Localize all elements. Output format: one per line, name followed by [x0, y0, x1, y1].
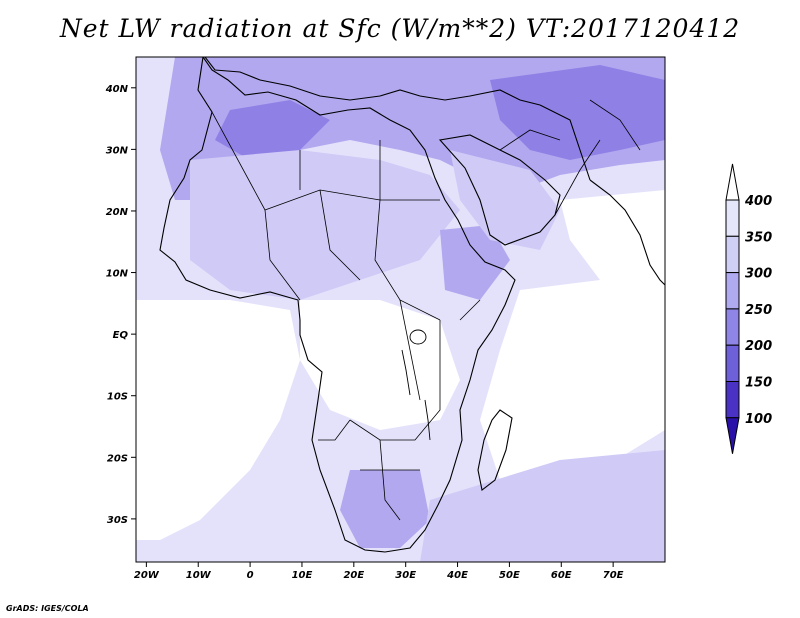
- country-borders: [211, 99, 641, 521]
- x-tick-label: 10E: [292, 570, 313, 581]
- y-tick-label: 10S: [107, 392, 128, 403]
- border-line: [399, 299, 421, 401]
- colorbar: 400 350 300 250 200 150 100: [725, 163, 772, 454]
- field-band-arabia: [450, 150, 560, 250]
- colorbar-label: 350: [745, 230, 772, 245]
- colorbar-extend-bottom: [725, 417, 740, 454]
- field-band-southafrica: [340, 470, 430, 548]
- y-tick-label: 10N: [106, 269, 129, 280]
- europe-coastline: [204, 57, 541, 106]
- field-band-south-ocean: [420, 450, 665, 562]
- border-line: [319, 189, 361, 281]
- africa-coastline: [159, 57, 516, 553]
- field-band-ethiopia: [440, 225, 510, 300]
- colorbar-box: [725, 272, 740, 310]
- field-clear-indian: [480, 280, 665, 500]
- y-axis: 40N 30N 20N 10N EQ 10S 20S 30S: [105, 84, 136, 526]
- field-layer: [136, 57, 665, 562]
- colorbar-label: 200: [745, 339, 772, 354]
- lake-malawi: [424, 399, 431, 441]
- border-line: [264, 209, 301, 301]
- y-tick-label: 30N: [106, 145, 129, 156]
- border-line: [374, 199, 441, 321]
- field-band-sahara: [190, 150, 460, 300]
- colorbar-extend-top: [725, 163, 740, 201]
- x-tick-label: 10W: [186, 570, 212, 581]
- x-tick-label: 20W: [134, 570, 160, 581]
- y-tick-label: 20S: [107, 453, 128, 464]
- y-tick-label: 20N: [106, 207, 129, 218]
- credit-label: GrADS: IGES/COLA: [6, 604, 89, 613]
- border-line: [318, 419, 351, 441]
- y-tick-label: 40N: [105, 84, 129, 95]
- lakes: [401, 329, 431, 441]
- colorbar-box: [725, 344, 740, 383]
- y-tick-label: EQ: [113, 330, 129, 341]
- x-tick-label: 60E: [551, 570, 572, 581]
- colorbar-box: [725, 308, 740, 346]
- border-line: [499, 129, 561, 151]
- colorbar-box: [725, 381, 740, 419]
- coastlines: [159, 57, 665, 553]
- border-line: [379, 439, 401, 521]
- border-line: [349, 320, 441, 441]
- field-clear-atlantic: [136, 300, 300, 540]
- x-tick-label: 70E: [603, 570, 624, 581]
- border-line: [554, 139, 601, 216]
- field-clear-central: [300, 300, 460, 430]
- colorbar-label: 150: [745, 376, 772, 391]
- asia-coastline: [539, 104, 591, 181]
- india-coastline: [589, 179, 665, 286]
- border-line: [589, 99, 641, 151]
- y-tick-label: 30S: [107, 515, 128, 526]
- colorbar-box: [725, 235, 740, 274]
- colorbar-label: 300: [745, 267, 772, 282]
- x-tick-label: 50E: [499, 570, 520, 581]
- x-tick-label: 30E: [395, 570, 416, 581]
- lake-tanganyika: [401, 349, 411, 396]
- field-band-atlas: [215, 100, 330, 160]
- border-line: [459, 299, 481, 321]
- field-band-iran: [490, 65, 665, 160]
- plot-frame: [135, 56, 666, 563]
- colorbar-label: 100: [745, 412, 772, 427]
- x-tick-label: 0: [247, 570, 254, 581]
- x-tick-label: 40E: [446, 570, 468, 581]
- lake-victoria: [409, 329, 427, 345]
- x-tick-label: 20E: [343, 570, 364, 581]
- madagascar-coastline: [477, 409, 513, 491]
- colorbar-label: 250: [745, 303, 772, 318]
- colorbar-box: [725, 199, 740, 237]
- map-title: Net LW radiation at Sfc (W/m**2) VT:2017…: [59, 14, 741, 43]
- x-axis: 20W 10W 0 10E 20E 30E 40E 50E 60E 70E: [134, 562, 624, 581]
- field-clear-india: [560, 190, 665, 280]
- colorbar-label: 400: [744, 194, 772, 209]
